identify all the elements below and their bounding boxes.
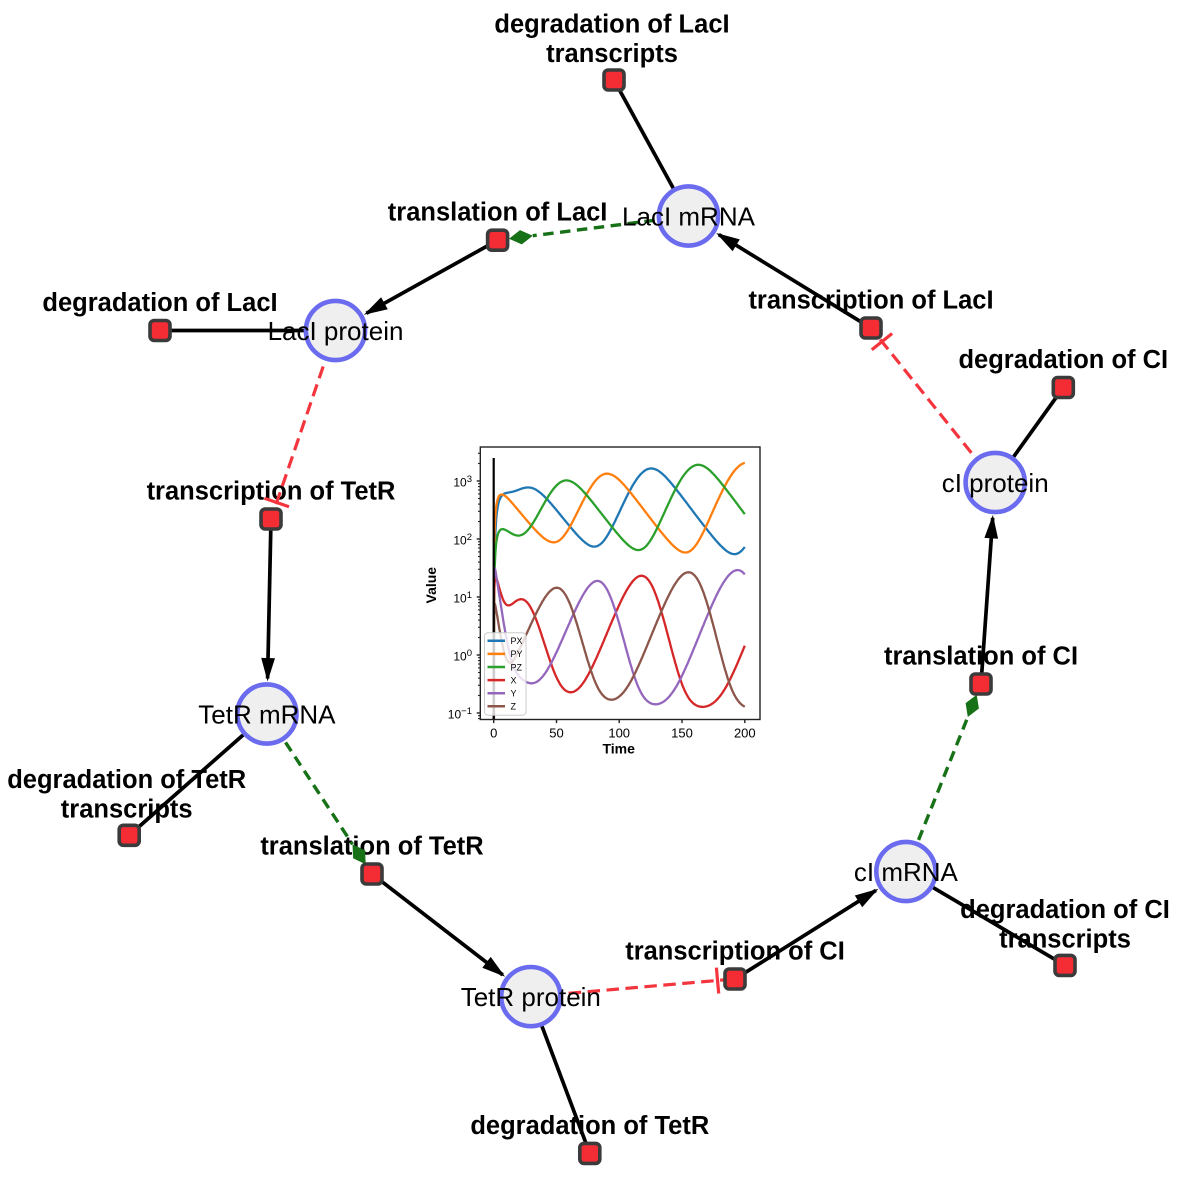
svg-text:TetR protein: TetR protein	[461, 982, 601, 1012]
svg-text:PZ: PZ	[511, 662, 523, 672]
svg-text:Value: Value	[423, 567, 439, 604]
svg-text:degradation of LacI: degradation of LacI	[42, 289, 277, 317]
svg-text:TetR mRNA: TetR mRNA	[198, 700, 336, 730]
svg-text:transcription of CI: transcription of CI	[625, 938, 845, 966]
svg-text:PY: PY	[511, 649, 523, 659]
svg-text:150: 150	[671, 726, 693, 741]
svg-text:X: X	[511, 675, 517, 685]
svg-text:Z: Z	[511, 702, 517, 712]
svg-text:transcripts: transcripts	[546, 40, 678, 68]
svg-text:50: 50	[549, 726, 563, 741]
svg-text:degradation of CI: degradation of CI	[960, 896, 1170, 924]
svg-text:translation of LacI: translation of LacI	[388, 199, 608, 227]
svg-text:0: 0	[490, 726, 497, 741]
svg-text:degradation of CI: degradation of CI	[958, 346, 1168, 374]
svg-text:degradation of TetR: degradation of TetR	[7, 766, 246, 794]
svg-text:LacI protein: LacI protein	[268, 316, 404, 346]
svg-text:cI protein: cI protein	[942, 468, 1049, 498]
svg-text:translation of TetR: translation of TetR	[260, 833, 483, 861]
svg-text:transcription of LacI: transcription of LacI	[748, 287, 993, 315]
svg-text:Time: Time	[602, 741, 635, 757]
svg-text:100: 100	[608, 726, 630, 741]
svg-text:Y: Y	[511, 689, 517, 699]
svg-text:degradation of TetR: degradation of TetR	[470, 1112, 709, 1140]
svg-text:cI mRNA: cI mRNA	[854, 857, 959, 887]
svg-text:LacI mRNA: LacI mRNA	[622, 202, 756, 232]
svg-text:transcripts: transcripts	[61, 795, 193, 823]
svg-text:200: 200	[734, 726, 756, 741]
svg-text:degradation of LacI: degradation of LacI	[494, 11, 729, 39]
svg-text:PX: PX	[511, 636, 523, 646]
